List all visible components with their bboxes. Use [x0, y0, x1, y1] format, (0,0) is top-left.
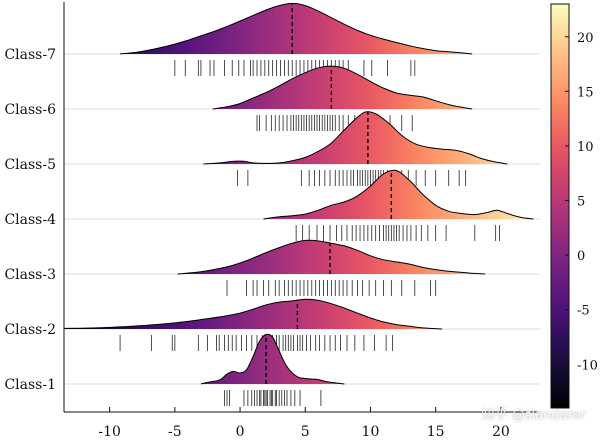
ridge-class-4 [263, 169, 534, 241]
colorbar-tick-label: 10 [577, 140, 594, 155]
ridge-class-2 [63, 298, 443, 351]
axes: -10 -5 0 5 10 15 20 Class-1 Class-2 Class-3 Class-… [4, 2, 540, 440]
ridge-class-7 [120, 2, 473, 76]
density-outline [263, 169, 534, 220]
ridge-class-1 [200, 333, 345, 406]
rug-class-4 [295, 225, 500, 241]
x-tick-label: -5 [168, 424, 182, 440]
colorbar: 20 15 10 5 0 -5 -10 [550, 3, 598, 409]
density-fill [64, 299, 443, 329]
colorbar-tick-label: 0 [577, 249, 585, 264]
y-tick-label: Class-1 [4, 377, 56, 393]
x-tick-label: 15 [427, 424, 445, 440]
rug-class-3 [226, 280, 437, 296]
ridge-class-5 [203, 111, 508, 186]
density-fill [212, 66, 473, 109]
density-outline [63, 298, 443, 330]
density-fill [120, 3, 473, 54]
y-tick-label: Class-7 [4, 47, 56, 63]
colorbar-tick-label: -5 [577, 304, 590, 319]
ridge-class-3 [177, 239, 486, 296]
density-fill [177, 240, 486, 274]
x-tick-label: 10 [362, 424, 380, 440]
rug-class-1 [224, 390, 322, 406]
density-fill [200, 334, 345, 384]
density-outline [203, 111, 508, 165]
density-fill [263, 170, 534, 219]
x-tick-label: 0 [236, 424, 245, 440]
density-outline [177, 239, 486, 275]
density-outline [120, 2, 473, 55]
colorbar-tick-label: 15 [577, 85, 594, 100]
x-tick-label: -10 [98, 424, 121, 440]
x-tick-label: 20 [492, 424, 510, 440]
y-tick-label: Class-5 [4, 157, 56, 173]
density-outline [200, 333, 345, 385]
colorbar-gradient [550, 3, 570, 409]
density-outline [212, 65, 473, 110]
rug-class-5 [237, 170, 467, 186]
y-tick-label: Class-4 [4, 212, 56, 228]
rug-class-7 [174, 60, 416, 76]
density-fill [203, 111, 508, 164]
y-tick-label: Class-6 [4, 102, 56, 118]
y-tick-label: Class-3 [4, 267, 56, 283]
colorbar-tick-label: -10 [577, 358, 598, 373]
ridge-class-6 [212, 65, 473, 131]
watermark-text: 知乎 @slandarer [481, 408, 586, 423]
colorbar-tick-label: 5 [577, 195, 585, 210]
colorbar-tick-label: 20 [577, 31, 594, 46]
plot-area [63, 2, 540, 406]
y-tick-label: Class-2 [4, 322, 56, 338]
x-tick-label: 5 [301, 424, 310, 440]
